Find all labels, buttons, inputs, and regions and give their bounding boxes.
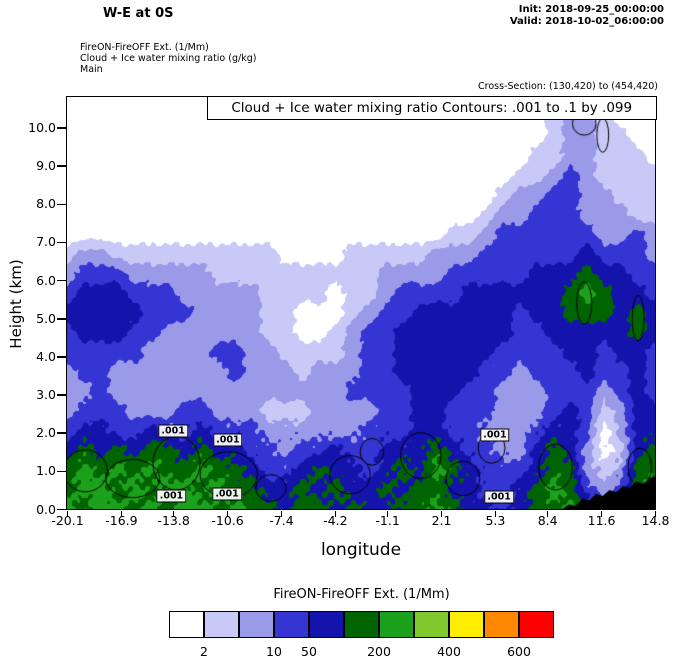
colorbar-cell xyxy=(519,611,554,638)
x-tick-label: -20.1 xyxy=(51,513,84,528)
x-tick-label: -7.4 xyxy=(269,513,294,528)
colorbar-tick-label: 2 xyxy=(200,644,208,659)
x-tick-label: -16.9 xyxy=(105,513,138,528)
y-tick-label: 7.0 xyxy=(36,234,56,250)
colorbar-tick-label: 600 xyxy=(507,644,531,659)
y-tick-label: 5.0 xyxy=(36,310,56,326)
x-tick-mark xyxy=(494,511,497,517)
colorbar-title: FireON-FireOFF Ext. (1/Mm) xyxy=(273,587,450,602)
colorbar-cell xyxy=(379,611,414,638)
colorbar-tick-label: 50 xyxy=(301,644,317,659)
x-tick-mark xyxy=(120,511,123,517)
y-tick-label: 3.0 xyxy=(36,387,56,403)
field-description-block: FireON-FireOFF Ext. (1/Mm) Cloud + Ice w… xyxy=(80,42,256,75)
field-line-mixing-ratio: Cloud + Ice water mixing ratio (g/kg) xyxy=(80,53,257,64)
x-tick-label: 14.8 xyxy=(641,513,670,528)
y-tick-label: 2.0 xyxy=(36,425,56,441)
y-tick-mark xyxy=(57,470,66,473)
y-tick-label: 1.0 xyxy=(36,463,56,479)
page-title: W-E at 0S xyxy=(103,6,174,21)
y-tick-mark xyxy=(57,356,66,358)
y-tick-mark xyxy=(57,508,66,511)
y-tick-label: 8.0 xyxy=(36,196,56,212)
x-tick-mark xyxy=(600,511,603,517)
x-tick-mark xyxy=(66,511,69,517)
init-valid-block: Init: 2018-09-25_00:00:00 Valid: 2018-10… xyxy=(510,4,664,28)
init-time-label: Init: 2018-09-25_00:00:00 xyxy=(518,4,664,15)
colorbar-cell xyxy=(309,611,344,638)
colorbar-tick-label: 200 xyxy=(367,644,391,659)
x-tick-mark xyxy=(226,511,229,517)
y-tick-label: 0.0 xyxy=(36,501,56,517)
contour-value-label: .001 xyxy=(213,433,243,447)
colorbar-cell xyxy=(169,611,204,638)
colorbar-cell xyxy=(484,611,519,638)
contour-value-label: .001 xyxy=(158,424,188,438)
x-tick-mark xyxy=(654,511,657,517)
field-line-domain: Main xyxy=(80,64,103,75)
colorbar-cell xyxy=(344,611,379,638)
y-tick-label: 4.0 xyxy=(36,348,56,364)
x-tick-mark xyxy=(440,511,443,517)
plot-area: .001 .001 .001 .001 .001 .001 Cloud + Ice wat… xyxy=(66,95,657,510)
y-tick-mark xyxy=(57,318,66,320)
x-tick-label: 8.4 xyxy=(537,513,558,528)
y-tick-label: 10.0 xyxy=(28,120,56,136)
cross-section-label: Cross-Section: (130,420) to (454,420) xyxy=(478,81,658,92)
y-tick-label: 9.0 xyxy=(36,158,56,174)
x-tick-mark xyxy=(546,511,549,517)
contour-canvas xyxy=(67,97,655,509)
y-tick-mark xyxy=(57,127,66,129)
x-tick-label: 11.6 xyxy=(587,513,616,528)
contour-info-box: Cloud + Ice water mixing ratio Contours:… xyxy=(207,95,657,120)
y-tick-mark xyxy=(57,432,66,434)
x-tick-label: -13.8 xyxy=(157,513,190,528)
x-tick-mark xyxy=(386,511,389,517)
x-tick-mark xyxy=(172,511,175,517)
contour-value-label: .001 xyxy=(156,489,187,503)
x-tick-label: 5.3 xyxy=(485,513,506,528)
contour-value-label: .001 xyxy=(480,428,510,442)
colorbar-tick-label: 400 xyxy=(437,644,461,659)
colorbar-cell xyxy=(274,611,309,638)
x-axis-title: longitude xyxy=(320,540,402,560)
contour-value-label: .001 xyxy=(212,487,242,501)
y-tick-mark xyxy=(57,203,66,206)
contour-value-label: .001 xyxy=(484,490,514,504)
y-tick-mark xyxy=(57,165,66,167)
x-tick-label: -1.1 xyxy=(375,513,400,528)
colorbar-cell xyxy=(204,611,239,638)
x-tick-label: -10.6 xyxy=(211,513,244,528)
x-tick-label: -4.2 xyxy=(323,513,348,528)
colorbar-cell xyxy=(449,611,484,638)
field-line-extinction: FireON-FireOFF Ext. (1/Mm) xyxy=(80,42,209,53)
x-tick-label: 2.1 xyxy=(431,513,452,528)
colorbar-tick-label: 10 xyxy=(266,644,282,659)
y-tick-label: 6.0 xyxy=(36,272,56,288)
contour-labels-layer: .001 .001 .001 .001 .001 .001 xyxy=(67,97,655,509)
y-tick-mark xyxy=(57,394,66,396)
valid-time-label: Valid: 2018-10-02_06:00:00 xyxy=(509,16,664,27)
colorbar-cell xyxy=(414,611,449,638)
x-tick-mark xyxy=(280,511,283,517)
colorbar-cell xyxy=(239,611,274,638)
y-tick-mark xyxy=(57,279,66,282)
y-tick-mark xyxy=(57,241,66,244)
x-tick-mark xyxy=(334,511,337,517)
